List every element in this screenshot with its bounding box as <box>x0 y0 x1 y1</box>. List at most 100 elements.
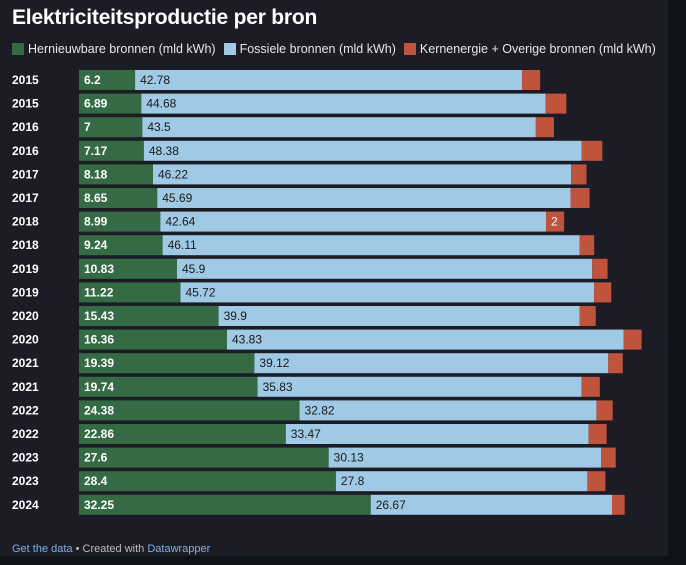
bar-segment-renewable <box>79 400 300 421</box>
bar-segment-nuclear-other <box>623 329 642 350</box>
bar-segment-renewable <box>79 471 336 492</box>
bar-segment-renewable <box>79 235 163 256</box>
category-label: 2018 <box>12 238 39 252</box>
data-label-renewable: 32.25 <box>84 498 114 512</box>
legend-item-fossil: Fossiele bronnen (mld kWh) <box>223 42 396 56</box>
category-label: 2022 <box>12 427 39 441</box>
data-label-fossil: 32.82 <box>305 403 335 417</box>
bar-segment-nuclear-other <box>594 282 612 303</box>
data-label-fossil: 42.78 <box>140 73 170 87</box>
category-label: 2018 <box>12 215 39 229</box>
bar-segment-renewable <box>79 117 143 138</box>
data-label-fossil: 44.68 <box>146 97 176 111</box>
data-label-renewable: 10.83 <box>84 262 114 276</box>
data-label-renewable: 8.65 <box>84 191 108 205</box>
datawrapper-link[interactable]: Datawrapper <box>147 543 211 555</box>
data-label-renewable: 22.86 <box>84 427 114 441</box>
bar-segment-nuclear-other <box>579 235 595 256</box>
category-label: 2019 <box>12 262 39 276</box>
data-label-fossil: 45.9 <box>182 262 206 276</box>
data-label-renewable: 6.89 <box>84 97 108 111</box>
data-label-renewable: 19.74 <box>84 380 114 394</box>
bar-segment-renewable <box>79 447 329 468</box>
category-label: 2020 <box>12 309 39 323</box>
data-label-renewable: 15.43 <box>84 309 114 323</box>
bar-segment-fossil <box>141 93 546 114</box>
category-label: 2022 <box>12 403 39 417</box>
data-label-fossil: 33.47 <box>291 427 321 441</box>
bar-segment-fossil <box>153 164 572 185</box>
bar-segment-nuclear-other <box>546 211 565 232</box>
data-label-fossil: 27.8 <box>341 474 365 488</box>
data-label-fossil: 26.67 <box>376 498 406 512</box>
bar-segment-nuclear-other <box>571 164 587 185</box>
data-label-renewable: 24.38 <box>84 403 114 417</box>
bar-segment-fossil <box>257 376 582 397</box>
legend-swatch-renewable <box>12 43 24 55</box>
data-label-renewable: 16.36 <box>84 333 114 347</box>
bar-segment-nuclear-other <box>601 447 616 468</box>
category-label: 2016 <box>12 144 39 158</box>
data-label-renewable: 27.6 <box>84 451 108 465</box>
chart-legend: Hernieuwbare bronnen (mld kWh) Fossiele … <box>12 42 664 56</box>
category-label: 2021 <box>12 356 39 370</box>
legend-label-nuclear-other: Kernenergie + Overige bronnen (mld kWh) <box>419 42 656 56</box>
get-the-data-link[interactable]: Get the data <box>12 543 73 555</box>
bar-segment-fossil <box>285 424 589 444</box>
data-label-fossil: 43.5 <box>147 120 171 134</box>
data-label-nuclear-other: 2 <box>551 215 558 229</box>
category-label: 2015 <box>12 73 39 87</box>
data-label-renewable: 7.17 <box>84 144 108 158</box>
data-label-fossil: 35.83 <box>263 380 293 394</box>
bar-segment-fossil <box>135 70 523 90</box>
data-label-fossil: 42.64 <box>165 215 195 229</box>
category-label: 2023 <box>12 451 39 465</box>
data-label-fossil: 45.72 <box>186 285 216 299</box>
data-label-renewable: 8.18 <box>84 167 108 181</box>
data-label-fossil: 43.83 <box>232 333 262 347</box>
bar-segment-nuclear-other <box>570 188 590 208</box>
chart-frame: Elektriciteitsproductie per bron Hernieu… <box>0 0 668 556</box>
bar-segment-fossil <box>299 400 597 421</box>
bar-segment-renewable <box>79 258 177 279</box>
data-label-renewable: 28.4 <box>84 474 108 488</box>
bar-segment-renewable <box>79 494 371 515</box>
bar-segment-nuclear-other <box>581 140 603 161</box>
bar-segment-fossil <box>328 447 602 468</box>
bar-segment-fossil <box>180 282 595 303</box>
legend-item-renewable: Hernieuwbare bronnen (mld kWh) <box>12 42 216 56</box>
bar-segment-nuclear-other <box>596 400 613 421</box>
category-label: 2015 <box>12 97 39 111</box>
bar-segment-nuclear-other <box>579 306 596 326</box>
bar-segment-renewable <box>79 353 255 374</box>
bar-segment-fossil <box>142 117 536 138</box>
bar-segment-renewable <box>79 306 219 326</box>
bar-segment-nuclear-other <box>588 424 607 444</box>
category-label: 2017 <box>12 191 39 205</box>
stacked-bar-chart: 2015 6.2 42.78 2015 6.89 44.68 2016 7 43.5 2016 7.… <box>12 70 642 515</box>
category-label: 2024 <box>12 498 39 512</box>
bar-segment-nuclear-other <box>581 376 600 397</box>
data-label-fossil: 46.22 <box>158 167 188 181</box>
bar-segment-fossil <box>157 188 571 208</box>
footer-credit-text: • Created with <box>72 543 148 555</box>
data-label-renewable: 6.2 <box>84 73 101 87</box>
category-label: 2016 <box>12 120 39 134</box>
bar-segment-fossil <box>227 329 624 350</box>
data-label-renewable: 11.22 <box>84 285 114 299</box>
bar-segment-renewable <box>79 164 153 185</box>
bar-segment-renewable <box>79 329 227 350</box>
data-label-fossil: 45.69 <box>162 191 192 205</box>
bar-segment-fossil <box>370 494 612 515</box>
category-label: 2017 <box>12 167 39 181</box>
bar-segment-renewable <box>79 282 181 303</box>
data-label-renewable: 9.24 <box>84 238 108 252</box>
bar-segment-renewable <box>79 188 158 208</box>
bar-segment-renewable <box>79 70 136 90</box>
data-label-fossil: 48.38 <box>149 144 179 158</box>
bar-segment-nuclear-other <box>592 258 608 279</box>
category-label: 2021 <box>12 380 39 394</box>
legend-label-fossil: Fossiele bronnen (mld kWh) <box>239 42 396 56</box>
bar-segment-fossil <box>162 235 580 256</box>
bar-segment-fossil <box>254 353 609 374</box>
